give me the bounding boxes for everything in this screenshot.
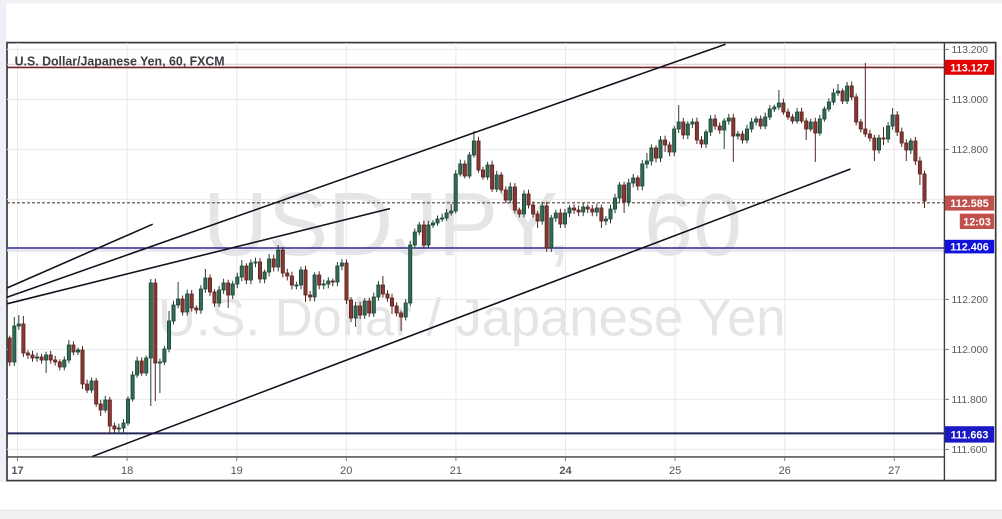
svg-text:113.127: 113.127 (950, 62, 988, 74)
svg-text:111.663: 111.663 (951, 429, 989, 441)
svg-text:U.S. Dollar / Japanese Yen: U.S. Dollar / Japanese Yen (158, 288, 786, 347)
svg-text:111.600: 111.600 (952, 445, 988, 456)
svg-text:19: 19 (231, 465, 243, 477)
svg-text:26: 26 (779, 465, 791, 477)
svg-text:113.000: 113.000 (952, 95, 989, 106)
svg-text:24: 24 (559, 465, 572, 477)
svg-text:112.406: 112.406 (950, 242, 988, 254)
svg-text:U.S. Dollar/Japanese Yen, 60,: U.S. Dollar/Japanese Yen, 60, FXCM (15, 54, 225, 69)
svg-text:60: 60 (644, 175, 742, 274)
svg-text:18: 18 (121, 465, 133, 477)
svg-text:111.800: 111.800 (952, 395, 988, 406)
svg-text:12:03: 12:03 (963, 216, 991, 228)
svg-text:112.000: 112.000 (952, 345, 989, 356)
svg-text:27: 27 (888, 465, 900, 477)
svg-text:112.800: 112.800 (952, 145, 989, 156)
svg-text:25: 25 (669, 465, 681, 477)
svg-text:21: 21 (450, 465, 462, 477)
svg-text:17: 17 (11, 465, 23, 477)
svg-text:20: 20 (340, 465, 352, 477)
svg-text:112.585: 112.585 (950, 198, 988, 210)
svg-text:113.200: 113.200 (952, 45, 989, 56)
svg-text:112.200: 112.200 (952, 295, 989, 306)
